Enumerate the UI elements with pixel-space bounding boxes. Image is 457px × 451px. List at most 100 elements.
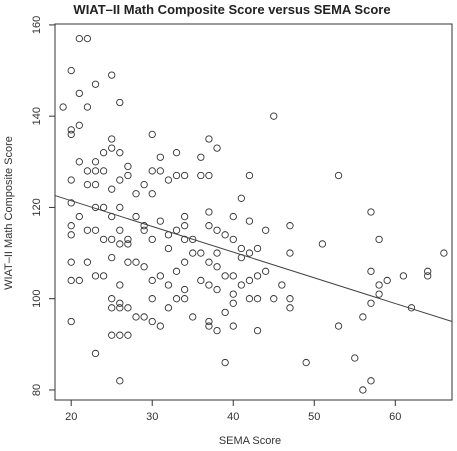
data-point	[124, 304, 132, 312]
data-point	[124, 331, 132, 339]
data-point	[83, 103, 92, 111]
data-point	[116, 176, 124, 184]
data-point	[180, 212, 189, 221]
y-axis-label: WIAT–II Math Composite Score	[3, 136, 15, 290]
data-point	[253, 272, 262, 280]
data-point	[108, 235, 116, 244]
data-point	[148, 317, 156, 326]
y-tick-label: 160	[31, 16, 43, 34]
data-point	[237, 194, 245, 202]
data-point	[359, 386, 367, 394]
data-point	[205, 317, 213, 326]
data-point	[99, 203, 108, 212]
data-point	[108, 185, 116, 193]
data-point	[221, 231, 229, 239]
data-point	[91, 167, 100, 175]
data-point	[108, 295, 116, 303]
data-point	[124, 240, 132, 248]
data-point	[116, 149, 124, 157]
data-point	[205, 222, 213, 230]
data-point	[351, 354, 359, 362]
data-point	[367, 267, 375, 275]
data-point	[229, 322, 237, 330]
data-point	[189, 235, 197, 244]
data-point	[83, 226, 92, 234]
y-tick-label: 120	[31, 198, 43, 216]
data-point	[172, 171, 181, 180]
data-points	[59, 34, 448, 394]
data-point	[67, 317, 75, 326]
data-point	[237, 281, 245, 289]
data-point	[83, 258, 92, 266]
data-point	[318, 240, 327, 248]
data-point	[83, 34, 92, 43]
data-point	[67, 231, 75, 239]
x-tick-label: 30	[146, 411, 158, 423]
data-point	[334, 171, 343, 180]
data-point	[205, 322, 213, 330]
data-point	[75, 34, 83, 43]
data-point	[99, 167, 108, 175]
data-point	[124, 258, 132, 266]
data-point	[221, 358, 229, 367]
x-tick-label: 60	[389, 411, 401, 423]
data-point	[229, 235, 237, 244]
data-point	[75, 121, 83, 129]
data-point	[67, 66, 75, 75]
data-point	[253, 295, 262, 303]
data-point	[253, 326, 262, 335]
x-axis-label: SEMA Score	[219, 435, 281, 447]
data-point	[156, 322, 164, 330]
data-point	[180, 222, 189, 230]
data-point	[83, 167, 92, 175]
data-point	[229, 212, 237, 221]
x-tick-label: 40	[227, 411, 239, 423]
data-point	[440, 249, 448, 257]
data-point	[75, 158, 83, 166]
data-point	[180, 295, 189, 303]
y-tick-label: 140	[31, 107, 43, 125]
data-point	[116, 203, 124, 212]
data-point	[262, 226, 270, 234]
data-point	[424, 272, 432, 280]
plot-frame	[54, 23, 453, 401]
data-point	[334, 322, 343, 330]
data-point	[132, 212, 140, 221]
data-point	[108, 304, 116, 312]
data-point	[278, 281, 286, 289]
data-point	[229, 272, 237, 280]
data-point	[124, 171, 132, 180]
data-point	[399, 272, 408, 280]
data-point	[245, 295, 254, 303]
x-axis-ticks: 20 30 40 50 60	[65, 400, 401, 423]
data-point	[99, 149, 108, 157]
data-point	[205, 208, 213, 216]
data-point	[108, 71, 116, 79]
data-point	[83, 180, 92, 189]
data-point	[108, 144, 116, 152]
data-point	[91, 180, 100, 189]
data-point	[99, 272, 108, 280]
data-point	[91, 158, 100, 166]
data-point	[156, 272, 164, 280]
data-point	[172, 267, 181, 275]
data-point	[164, 304, 173, 312]
data-point	[116, 331, 124, 339]
data-point	[108, 253, 116, 262]
y-tick-label: 80	[31, 384, 43, 396]
data-point	[116, 240, 124, 248]
data-point	[156, 167, 164, 175]
data-point	[132, 258, 140, 266]
data-point	[148, 190, 156, 198]
data-point	[286, 295, 294, 303]
data-point	[375, 281, 383, 289]
data-point	[75, 89, 83, 98]
data-point	[91, 80, 100, 88]
data-point	[124, 235, 132, 244]
data-point	[245, 276, 254, 285]
data-point	[148, 235, 156, 244]
data-point	[164, 281, 173, 289]
data-point	[180, 258, 189, 266]
data-point	[59, 103, 67, 111]
data-point	[140, 222, 148, 230]
